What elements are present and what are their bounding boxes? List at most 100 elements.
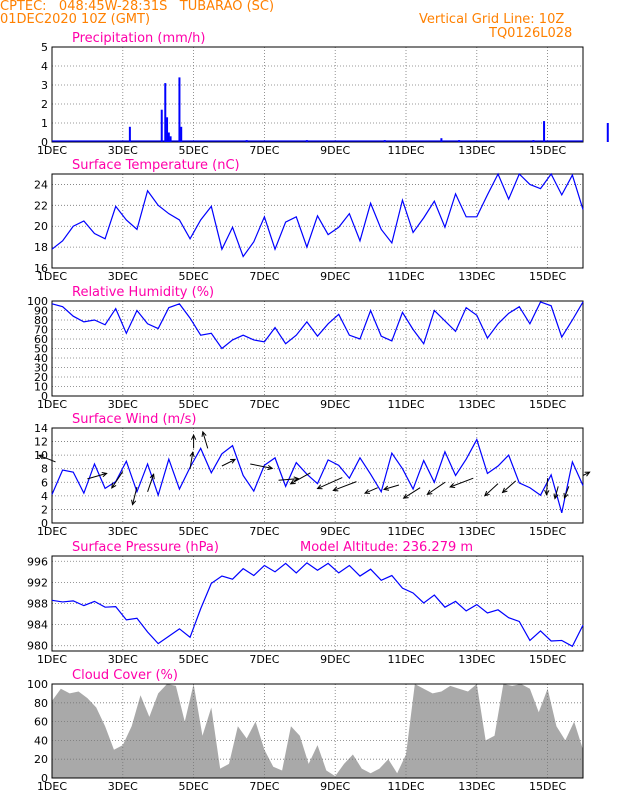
x-tick-label: 13DEC [458,653,495,666]
wind-arrow-head [131,499,137,506]
y-tick-label: 0 [41,390,48,403]
y-tick-label: 90 [34,305,48,318]
y-tick-label: 40 [34,352,48,365]
y-tick-label: 14 [34,422,48,435]
precip-bar [180,126,183,142]
x-tick-label: 7DEC [249,780,279,793]
y-tick-label: 70 [34,324,48,337]
y-tick-label: 80 [34,697,48,710]
precip-bar [606,123,609,142]
y-tick-label: 1 [41,117,48,130]
wind-arrow [290,472,311,485]
y-tick-label: 40 [34,734,48,747]
x-tick-label: 11DEC [387,144,424,157]
y-tick-label: 2 [41,98,48,111]
y-tick-label: 980 [27,640,48,653]
precip-bar [532,140,535,142]
panel-title: Cloud Cover (%) [72,668,178,683]
wind-arrow-head [402,493,409,499]
x-tick-label: 9DEC [320,398,350,411]
precip-bar [166,117,169,142]
wind-arrow-head [544,489,550,496]
wind-arrow [484,483,499,497]
x-tick-label: 5DEC [179,270,209,283]
y-tick-label: 100 [27,295,48,308]
x-tick-label: 5DEC [179,398,209,411]
header-code: TQ0126L028 [489,26,573,41]
y-tick-label: 992 [27,576,48,589]
panel-title: Surface Temperature (nC) [72,158,240,173]
y-tick-label: 10 [34,449,48,462]
wind-arrow-head [201,430,207,437]
precip-bar [245,140,248,142]
header-datetime: 01DEC2020 10Z (GMT) [0,12,151,27]
x-tick-label: 7DEC [249,653,279,666]
panel-1 [51,46,609,143]
precip-bar [178,77,181,142]
wind-arrow-head [316,484,323,490]
wind-arrow [383,484,400,490]
x-tick-label: 3DEC [108,398,138,411]
y-tick-label: 0 [41,136,48,149]
x-tick-label: 5DEC [179,780,209,793]
precip-bar [169,136,172,142]
header-station: CPTEC: 048:45W-28:31S TUBARAO (SC) [0,0,275,14]
y-tick-label: 5 [41,41,48,54]
wind-arrow-head [149,473,155,480]
x-tick-label: 7DEC [249,525,279,538]
x-tick-label: 11DEC [387,525,424,538]
panel-frame [51,46,584,143]
wind-arrow [147,474,155,492]
series-line [51,172,584,258]
x-tick-label: 11DEC [387,398,424,411]
panel-frame [51,555,584,652]
x-tick-label: 3DEC [108,525,138,538]
wind-arrow-head [382,485,390,491]
y-tick-label: 60 [34,716,48,729]
panel-6 [51,683,584,779]
x-tick-label: 1DEC [37,398,67,411]
y-tick-label: 20 [34,220,48,233]
y-tick-label: 996 [27,555,48,568]
wind-arrow [38,454,56,463]
x-tick-label: 13DEC [458,398,495,411]
wind-arrow [449,477,474,488]
y-tick-label: 60 [34,333,48,346]
wind-arrow [250,463,273,469]
panel-5 [51,555,584,652]
y-tick-label: 3 [41,79,48,92]
x-tick-label: 7DEC [249,144,279,157]
x-tick-label: 3DEC [108,144,138,157]
x-tick-label: 9DEC [320,525,350,538]
precip-bar [458,140,461,142]
x-tick-label: 11DEC [387,653,424,666]
x-tick-label: 9DEC [320,270,350,283]
y-tick-label: 80 [34,314,48,327]
x-tick-label: 5DEC [179,525,209,538]
wind-arrow [333,481,357,491]
panel-title: Surface Pressure (hPa) [72,540,219,555]
panel-2 [51,172,584,269]
wind-arrow-head [553,493,559,500]
x-tick-label: 13DEC [458,525,495,538]
y-tick-label: 30 [34,362,48,375]
y-tick-label: 100 [27,678,48,691]
precip-bar [128,126,131,142]
y-tick-label: 8 [41,463,48,476]
y-tick-label: 10 [34,381,48,394]
x-tick-label: 1DEC [37,270,67,283]
wind-arrow [221,458,236,467]
wind-arrow-head [189,451,195,458]
wind-arrow-head [37,454,45,460]
y-tick-label: 988 [27,598,48,611]
wind-arrow-head [267,464,274,471]
x-tick-label: 1DEC [37,780,67,793]
precip-bar [305,140,308,142]
wind-arrow-head [289,479,296,485]
wind-arrow-head [426,489,433,496]
x-tick-label: 9DEC [320,653,350,666]
precip-bar [440,138,443,142]
precip-bar [543,121,546,142]
y-tick-label: 0 [41,517,48,530]
y-tick-label: 50 [34,343,48,356]
